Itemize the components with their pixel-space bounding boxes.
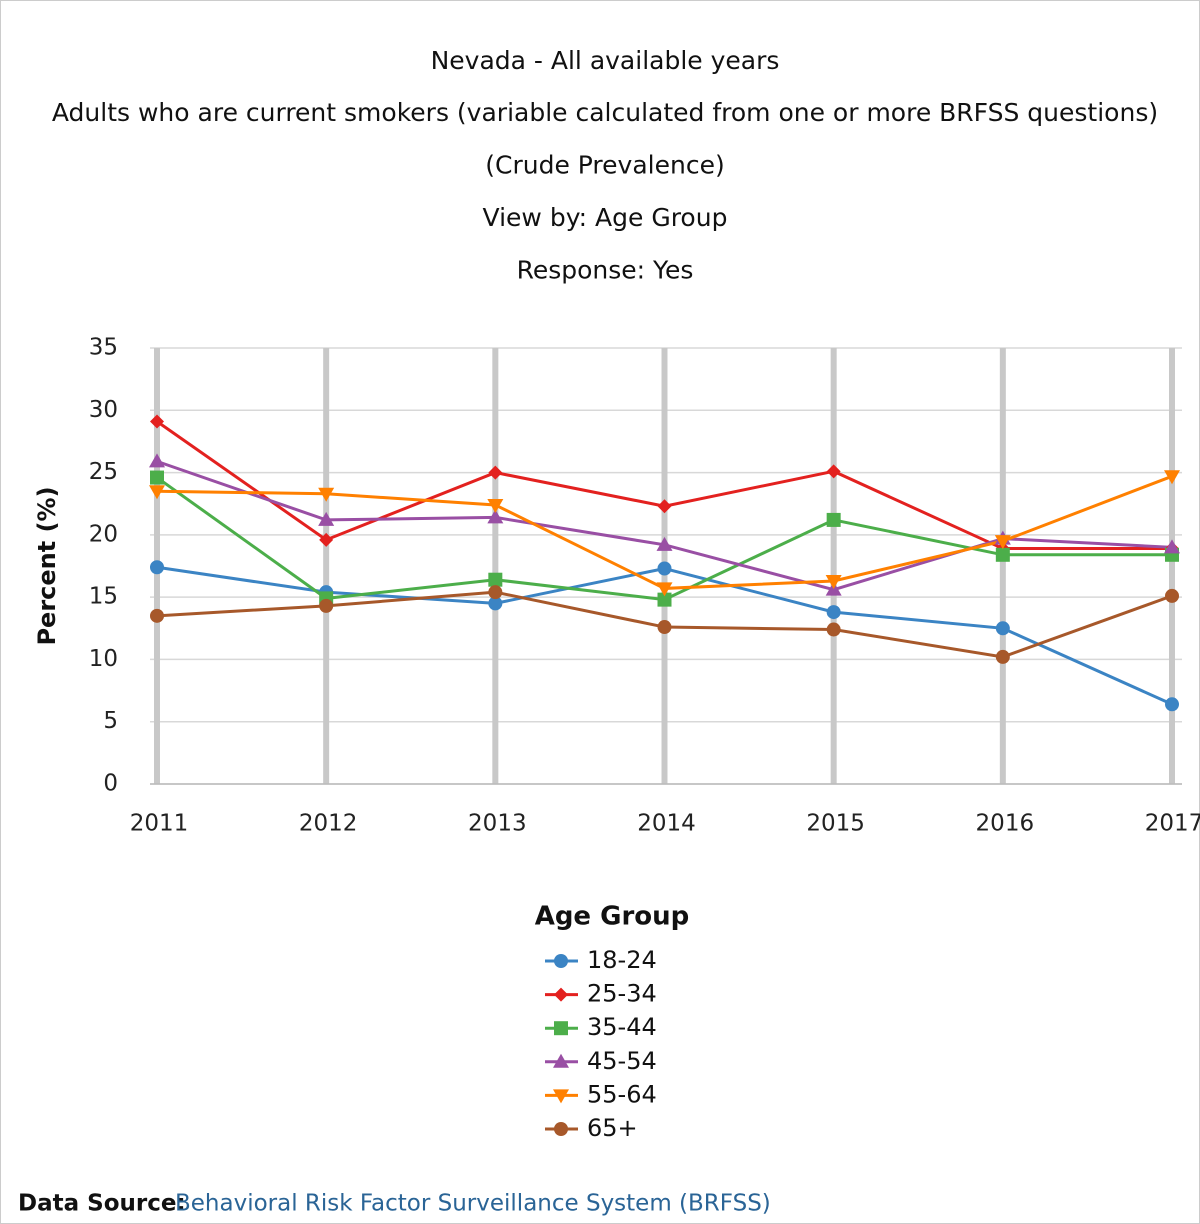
legend-marker — [554, 1021, 568, 1036]
point — [488, 465, 503, 480]
point — [1164, 539, 1180, 554]
series-markers — [149, 470, 1180, 597]
x-tick-label: 2016 — [976, 811, 1035, 837]
y-tick-label: 15 — [89, 584, 118, 610]
point — [319, 532, 334, 547]
chart-title: Nevada - All available years — [431, 46, 780, 75]
y-tick-label: 10 — [89, 646, 118, 672]
point — [487, 509, 504, 524]
point — [656, 582, 673, 597]
point — [319, 598, 334, 613]
y-tick-label: 35 — [89, 335, 118, 361]
point — [150, 560, 164, 575]
point — [149, 453, 165, 468]
point — [1165, 588, 1179, 603]
point — [657, 499, 672, 514]
point — [826, 605, 841, 620]
point — [995, 547, 1010, 562]
point — [487, 498, 504, 513]
legend-marker — [554, 1122, 568, 1136]
legend-label: 25-34 — [587, 980, 657, 1008]
point — [656, 536, 673, 551]
x-tick-label: 2011 — [130, 811, 189, 837]
legend-item: 65+ — [545, 1114, 638, 1142]
legend-title: Age Group — [535, 902, 690, 932]
point — [657, 592, 672, 607]
chart-subtitle: Adults who are current smokers (variable… — [52, 98, 1158, 127]
legend-label: 18-24 — [587, 946, 657, 974]
y-tick-label: 0 — [103, 771, 118, 797]
legend-marker — [553, 1089, 569, 1104]
chart-subtitle: Response: Yes — [517, 256, 694, 285]
y-tick-label: 25 — [89, 459, 118, 485]
x-tick-label: 2015 — [806, 811, 865, 837]
y-axis-label: Percent (%) — [33, 486, 61, 645]
legend-item: 25-34 — [545, 980, 657, 1008]
point — [994, 535, 1011, 550]
legend-label: 35-44 — [587, 1013, 657, 1041]
series-markers — [150, 585, 1179, 664]
point — [826, 512, 841, 527]
point — [318, 511, 335, 526]
point — [150, 414, 164, 429]
legend-item: 45-54 — [545, 1047, 657, 1075]
legend-label: 65+ — [587, 1114, 638, 1142]
point — [1164, 470, 1180, 485]
point — [657, 620, 672, 635]
point — [150, 470, 164, 485]
x-tick-label: 2012 — [299, 811, 358, 837]
point — [150, 608, 164, 623]
point — [826, 622, 841, 637]
legend-item: 18-24 — [545, 946, 657, 974]
point — [149, 485, 165, 500]
point — [995, 621, 1010, 636]
legend-marker — [554, 987, 568, 1002]
source-label: Data Source: — [18, 1191, 186, 1217]
source-link[interactable]: Behavioral Risk Factor Surveillance Syst… — [175, 1191, 771, 1217]
x-tick-label: 2017 — [1145, 811, 1200, 837]
point — [825, 574, 842, 589]
legend-item: 55-64 — [545, 1080, 657, 1108]
y-tick-label: 5 — [103, 708, 118, 734]
chart-subtitle: View by: Age Group — [483, 203, 728, 232]
point — [318, 487, 335, 502]
y-tick-label: 30 — [89, 397, 118, 423]
legend-item: 35-44 — [545, 1013, 657, 1041]
y-tick-label: 20 — [89, 521, 118, 547]
point — [488, 585, 503, 600]
point — [488, 572, 503, 587]
point — [995, 649, 1010, 664]
point — [657, 561, 672, 576]
x-tick-label: 2014 — [637, 811, 696, 837]
point — [826, 464, 841, 479]
x-tick-label: 2013 — [468, 811, 527, 837]
legend-label: 45-54 — [587, 1047, 657, 1075]
chart-subtitle: (Crude Prevalence) — [485, 151, 724, 180]
point — [488, 596, 503, 611]
point — [1165, 697, 1179, 712]
legend-marker — [554, 954, 568, 968]
legend-marker — [553, 1053, 569, 1068]
legend-label: 55-64 — [587, 1080, 657, 1108]
